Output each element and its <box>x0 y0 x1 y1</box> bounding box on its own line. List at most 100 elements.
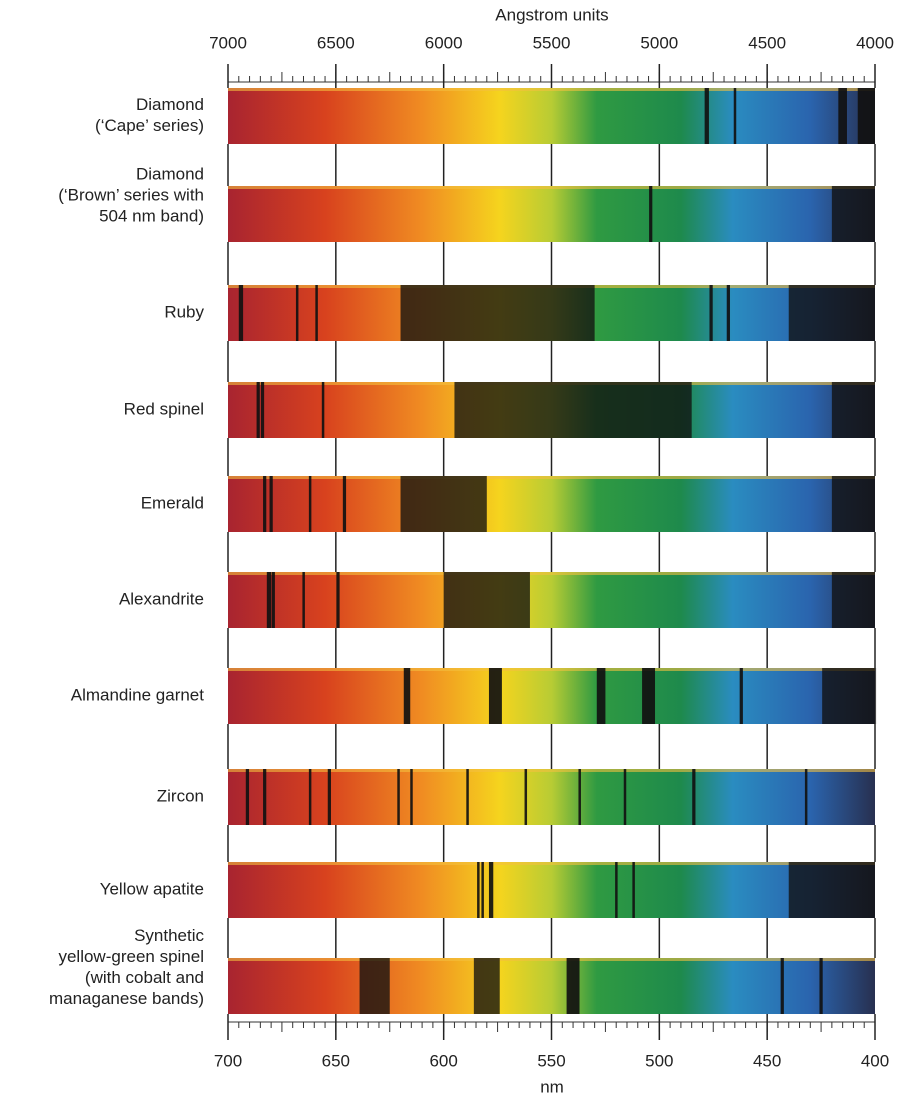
bottom-tick-label: 500 <box>645 1051 673 1070</box>
absorption-band <box>397 769 400 825</box>
absorption-band <box>308 769 312 825</box>
bottom-axis-title: nm <box>540 1077 564 1096</box>
spectrum-bar <box>228 186 875 242</box>
absorption-band <box>733 88 737 144</box>
absorption-band <box>831 572 875 628</box>
absorption-band <box>566 958 580 1014</box>
absorption-band <box>822 668 877 724</box>
top-axis-title: Angstrom units <box>495 5 608 24</box>
absorption-band <box>321 382 325 438</box>
row-label: Zircon <box>157 786 204 805</box>
absorption-band <box>473 958 500 1014</box>
spectrum-bar <box>228 88 875 144</box>
absorption-band <box>336 572 340 628</box>
absorption-band <box>831 382 875 438</box>
spectrum-bar <box>228 769 875 825</box>
bottom-tick-label: 650 <box>322 1051 350 1070</box>
row-label: Diamond <box>136 95 204 114</box>
row-label: Synthetic <box>134 926 204 945</box>
absorption-band <box>466 769 469 825</box>
absorption-band <box>238 285 244 341</box>
bottom-tick-label: 700 <box>214 1051 242 1070</box>
top-tick-label: 5000 <box>640 33 678 52</box>
bar-edge <box>228 476 875 479</box>
absorption-band <box>308 476 312 532</box>
spectrum-bar <box>228 572 875 628</box>
row-label: Yellow apatite <box>100 879 204 898</box>
row-label: Alexandrite <box>119 589 204 608</box>
absorption-band <box>271 572 275 628</box>
top-tick-label: 7000 <box>209 33 247 52</box>
absorption-band <box>642 668 656 724</box>
bottom-tick-label: 450 <box>753 1051 781 1070</box>
absorption-band <box>704 88 709 144</box>
absorption-band <box>831 186 875 242</box>
absorption-band <box>788 285 875 341</box>
row-label: (with cobalt and <box>85 968 204 987</box>
spectrum-bar <box>228 862 875 918</box>
absorption-band <box>260 382 265 438</box>
bar-edge <box>228 572 875 575</box>
row-label: yellow-green spinel <box>58 947 204 966</box>
absorption-band <box>596 668 606 724</box>
row-label: 504 nm band) <box>99 206 204 225</box>
absorption-band <box>342 476 347 532</box>
absorption-band <box>245 769 250 825</box>
absorption-band <box>488 862 494 918</box>
top-tick-label: 5500 <box>533 33 571 52</box>
absorption-band <box>726 285 730 341</box>
absorption-band <box>857 88 875 144</box>
absorption-band <box>649 186 653 242</box>
absorption-band <box>302 572 305 628</box>
absorption-band <box>263 476 267 532</box>
top-tick-label: 4500 <box>748 33 786 52</box>
bottom-tick-label: 550 <box>537 1051 565 1070</box>
absorption-band <box>266 572 272 628</box>
row-label: managanese bands) <box>49 989 204 1008</box>
absorption-band <box>315 285 318 341</box>
absorption-band <box>739 668 743 724</box>
absorption-band <box>481 862 484 918</box>
row-label: (‘Brown’ series with <box>58 185 204 204</box>
absorption-band <box>454 382 692 438</box>
top-tick-label: 4000 <box>856 33 894 52</box>
absorption-band <box>804 769 808 825</box>
absorption-band <box>477 862 480 918</box>
spectrum-bar <box>228 476 875 532</box>
bottom-tick-label: 400 <box>861 1051 889 1070</box>
absorption-band <box>692 769 696 825</box>
absorption-band <box>410 769 413 825</box>
row-label: Ruby <box>164 302 204 321</box>
absorption-band <box>488 668 502 724</box>
bar-edge <box>228 88 875 91</box>
bar-edge <box>228 668 875 671</box>
absorption-band <box>623 769 627 825</box>
absorption-band <box>615 862 618 918</box>
absorption-band <box>403 668 411 724</box>
spectrum-bar <box>228 958 875 1014</box>
row-label: (‘Cape’ series) <box>95 116 204 135</box>
absorption-band <box>632 862 635 918</box>
absorption-band <box>327 769 331 825</box>
bar-edge <box>228 958 875 961</box>
absorption-band <box>263 769 267 825</box>
bottom-tick-label: 600 <box>429 1051 457 1070</box>
row-label: Red spinel <box>124 399 204 418</box>
absorption-band <box>780 958 784 1014</box>
absorption-band <box>269 476 273 532</box>
row-label: Almandine garnet <box>71 685 205 704</box>
absorption-band <box>831 476 875 532</box>
absorption-band <box>838 88 847 144</box>
absorption-band <box>443 572 530 628</box>
absorption-band <box>524 769 528 825</box>
top-tick-label: 6500 <box>317 33 355 52</box>
row-label: Emerald <box>141 493 204 512</box>
absorption-band <box>819 958 823 1014</box>
absorption-band <box>400 285 595 341</box>
bar-edge <box>228 186 875 189</box>
bar-edge <box>228 862 875 865</box>
absorption-band <box>709 285 713 341</box>
bar-edge <box>228 769 875 772</box>
